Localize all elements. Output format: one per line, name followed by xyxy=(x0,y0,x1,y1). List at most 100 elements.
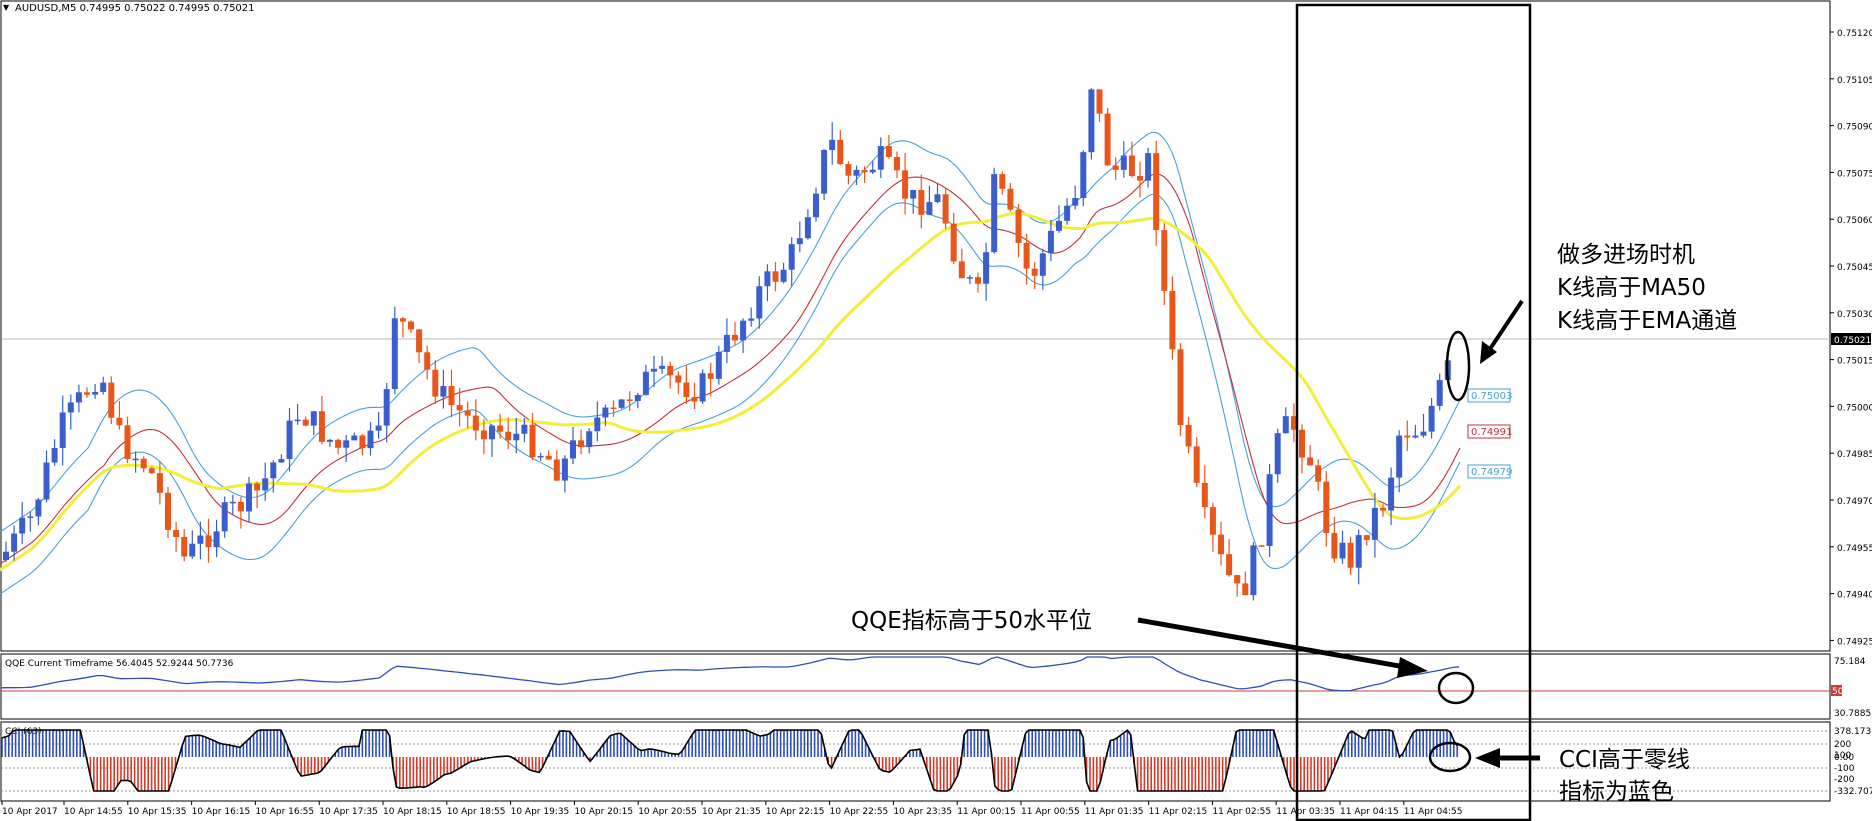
candle xyxy=(140,458,147,469)
cci-levels xyxy=(1,730,1830,792)
candle xyxy=(1201,482,1208,508)
candle xyxy=(27,516,34,518)
candle xyxy=(950,223,957,262)
candle xyxy=(302,419,309,426)
candle xyxy=(829,139,836,151)
candle xyxy=(480,430,487,440)
cci-panel[interactable] xyxy=(0,721,1831,802)
qqe-level-tag: 50 xyxy=(1831,685,1844,697)
price-tick-label: 0.74970 xyxy=(1837,497,1872,507)
candle xyxy=(845,164,852,176)
candle xyxy=(116,417,123,426)
time-tick-label: 10 Apr 19:35 xyxy=(511,807,570,817)
candle xyxy=(942,194,949,224)
price-tick-label: 0.74955 xyxy=(1837,544,1872,554)
candle xyxy=(683,382,690,398)
chart-title: AUDUSD,M5 0.74995 0.75022 0.74995 0.7502… xyxy=(15,3,255,14)
candle xyxy=(189,543,196,557)
candle xyxy=(278,459,285,463)
time-tick-label: 11 Apr 03:35 xyxy=(1276,807,1335,817)
candle xyxy=(270,462,277,479)
time-tick-label: 10 Apr 23:35 xyxy=(893,807,952,817)
indicator-lines xyxy=(0,131,1462,595)
candle xyxy=(205,535,212,548)
candle xyxy=(1145,153,1152,181)
qqe-axis-bottom: 30.7885 xyxy=(1834,709,1871,719)
candle xyxy=(602,407,609,418)
time-tick-label: 10 Apr 17:35 xyxy=(319,807,378,817)
candle xyxy=(75,392,82,403)
candle xyxy=(1080,152,1087,199)
candle xyxy=(67,402,74,413)
candle xyxy=(472,415,479,431)
candle xyxy=(359,435,366,449)
price-tick-label: 0.75045 xyxy=(1837,263,1872,273)
ma50-line xyxy=(0,211,1462,572)
candle xyxy=(399,318,406,322)
ma-red-line xyxy=(0,173,1461,565)
candle xyxy=(1072,198,1079,206)
cci-axis-label: -100 xyxy=(1834,764,1855,774)
candle xyxy=(497,425,504,432)
candle xyxy=(3,551,9,560)
candle xyxy=(1047,230,1054,254)
price-tick-label: 0.75060 xyxy=(1837,216,1872,226)
candle xyxy=(92,391,99,395)
candle xyxy=(424,352,431,370)
cci-axis-label: 378.1737 xyxy=(1834,727,1872,737)
candle xyxy=(1339,542,1346,559)
candle xyxy=(918,190,925,215)
candle xyxy=(221,502,228,532)
cci-axis-label: 0.00 xyxy=(1834,753,1854,763)
chart-menu-icon[interactable]: ▼ xyxy=(3,3,10,12)
candle xyxy=(440,386,447,397)
candle xyxy=(667,365,674,376)
candlesticks[interactable] xyxy=(3,88,1451,601)
current-price-tag: 0.75021 xyxy=(1831,333,1871,346)
time-tick-label: 11 Apr 01:35 xyxy=(1085,807,1144,817)
candle xyxy=(821,150,828,194)
candle xyxy=(237,501,244,512)
candle xyxy=(351,435,358,441)
candle xyxy=(124,425,131,460)
candle xyxy=(788,244,795,270)
main-price-panel[interactable] xyxy=(0,0,1831,652)
candle xyxy=(1096,89,1103,114)
candle xyxy=(1282,416,1289,434)
candle xyxy=(181,536,188,557)
candle xyxy=(327,439,333,442)
price-tick-label: 0.74925 xyxy=(1837,637,1872,647)
candle xyxy=(1088,89,1095,153)
candle xyxy=(756,286,763,319)
time-tick-label: 10 Apr 2017 xyxy=(2,807,58,817)
qqe-axis-top: 75.184 xyxy=(1834,657,1866,667)
candle xyxy=(1185,424,1192,447)
candle xyxy=(1015,209,1022,243)
candle xyxy=(489,425,495,440)
candle xyxy=(254,483,261,491)
candle xyxy=(537,455,544,458)
candle xyxy=(84,392,90,395)
candle xyxy=(1331,532,1338,559)
candle xyxy=(1064,205,1071,221)
candle xyxy=(1420,431,1427,436)
candle xyxy=(51,448,58,463)
candle xyxy=(513,433,520,441)
svg-text:0.74991: 0.74991 xyxy=(1471,427,1512,438)
candle xyxy=(902,170,909,199)
candle xyxy=(464,410,471,416)
svg-text:50: 50 xyxy=(1832,687,1844,697)
qqe-line xyxy=(0,656,1460,692)
ma-red-tag: 0.74991 xyxy=(1467,424,1512,439)
candle xyxy=(1169,290,1176,350)
time-tick-label: 11 Apr 02:15 xyxy=(1149,807,1208,817)
candle xyxy=(1023,242,1030,269)
candle xyxy=(561,458,568,481)
candle xyxy=(456,405,463,411)
candle xyxy=(156,473,163,493)
candle xyxy=(35,499,42,517)
qqe-panel[interactable] xyxy=(0,653,1831,720)
candle xyxy=(958,261,965,279)
candle xyxy=(59,412,66,449)
